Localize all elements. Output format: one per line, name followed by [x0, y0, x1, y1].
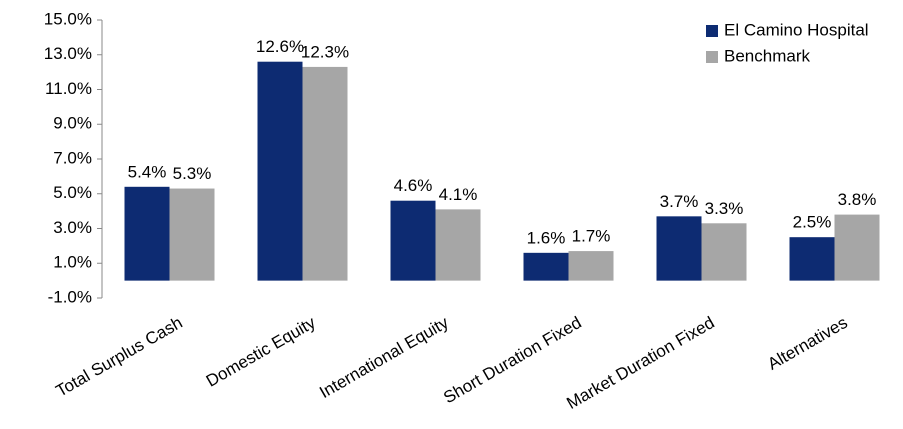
data-label: 1.7% [572, 227, 611, 246]
bar [124, 186, 170, 281]
legend-swatch [706, 25, 718, 37]
legend-label: Benchmark [724, 46, 810, 65]
bar [568, 251, 614, 281]
bar [701, 223, 747, 281]
bar [656, 216, 702, 281]
data-label: 2.5% [793, 213, 832, 232]
bar [390, 200, 436, 281]
data-label: 4.1% [439, 185, 478, 204]
data-label: 4.6% [394, 176, 433, 195]
bar [435, 209, 481, 281]
x-tick-label: Market Duration Fixed [563, 313, 717, 413]
data-label: 3.3% [705, 199, 744, 218]
legend-swatch [706, 51, 718, 63]
data-label: 1.6% [527, 228, 566, 247]
data-label: 5.3% [173, 164, 212, 183]
y-tick-label: 7.0% [53, 148, 92, 167]
y-tick-label: 9.0% [53, 114, 92, 133]
y-tick-label: 3.0% [53, 218, 92, 237]
bar [169, 188, 215, 281]
y-tick-label: 1.0% [53, 253, 92, 272]
bar [257, 61, 303, 281]
x-tick-label: Alternatives [764, 313, 850, 374]
legend-label: El Camino Hospital [724, 20, 869, 39]
x-tick-label: International Equity [316, 313, 452, 402]
x-tick-label: Total Surplus Cash [53, 313, 186, 401]
y-tick-label: 13.0% [44, 44, 92, 63]
data-label: 3.8% [838, 190, 877, 209]
x-tick-label: Domestic Equity [203, 313, 319, 391]
bar [523, 252, 569, 281]
data-label: 12.6% [256, 37, 304, 56]
data-label: 5.4% [128, 162, 167, 181]
y-tick-label: 15.0% [44, 9, 92, 28]
bar [789, 237, 835, 281]
data-label: 12.3% [301, 42, 349, 61]
x-tick-label: Short Duration Fixed [440, 313, 585, 407]
y-tick-label: 11.0% [45, 79, 92, 98]
bar [302, 66, 348, 281]
bar [834, 214, 880, 281]
data-label: 3.7% [660, 192, 699, 211]
y-tick-label: -1.0% [48, 287, 92, 306]
y-tick-label: 5.0% [53, 183, 92, 202]
